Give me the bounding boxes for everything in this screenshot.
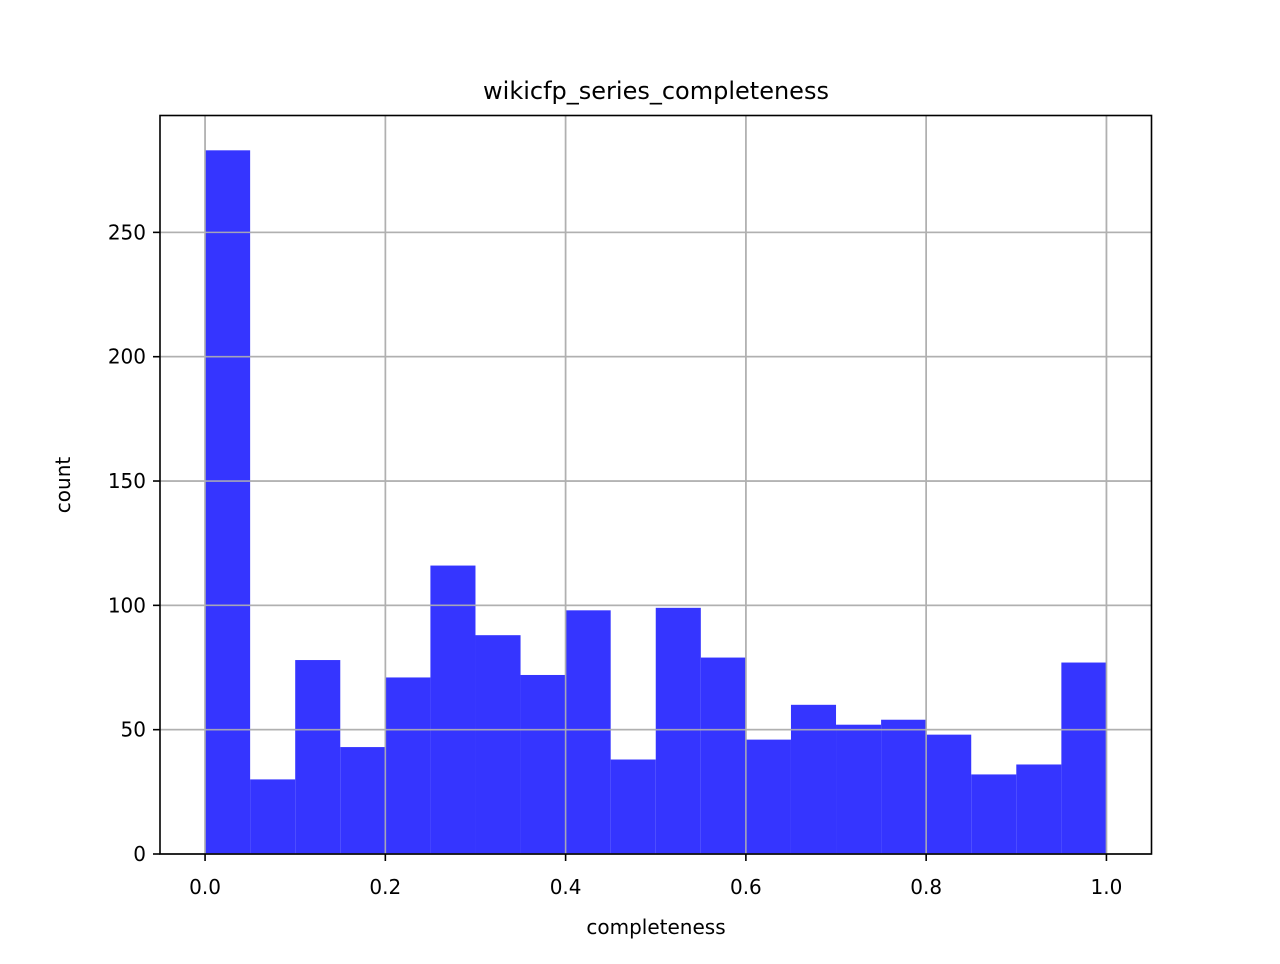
- histogram-bar: [205, 150, 251, 854]
- histogram-bar: [475, 635, 521, 854]
- x-tick-label: 1.0: [1091, 875, 1123, 899]
- histogram-bar: [745, 739, 791, 854]
- histogram-bar: [790, 704, 837, 854]
- x-tick-label: 0.6: [730, 875, 762, 899]
- histogram-bar: [385, 677, 431, 854]
- histogram-bar: [655, 607, 701, 854]
- histogram-bar: [1016, 764, 1062, 854]
- x-axis-label: completeness: [586, 915, 725, 939]
- histogram-bar: [971, 774, 1017, 854]
- chart-title: wikicfp_series_completeness: [483, 77, 829, 105]
- x-tick-label: 0.0: [189, 875, 221, 899]
- histogram-bar: [295, 660, 341, 854]
- y-tick-label: 250: [108, 220, 146, 244]
- histogram-bar: [1061, 662, 1107, 854]
- histogram-bar: [520, 674, 566, 854]
- histogram-bar: [430, 565, 476, 854]
- histogram-bars: [160, 115, 1152, 855]
- histogram-bar: [926, 734, 972, 854]
- y-axis-label: count: [51, 457, 75, 514]
- x-tick-label: 0.8: [910, 875, 942, 899]
- y-tick-label: 150: [108, 469, 146, 493]
- x-tick-label: 0.4: [550, 875, 582, 899]
- histogram-bar: [565, 610, 611, 854]
- y-tick-label: 100: [108, 593, 146, 617]
- histogram-bar: [836, 724, 882, 854]
- histogram-bar: [340, 747, 386, 854]
- histogram-bar: [881, 719, 927, 854]
- x-axis-ticks: 0.0 0.2 0.4 0.6 0.8 1.0: [189, 854, 1122, 899]
- histogram-bar: [610, 759, 656, 854]
- histogram-bar: [700, 657, 746, 854]
- plot-frame: [159, 114, 1153, 855]
- y-tick-label: 200: [108, 345, 146, 369]
- histogram-bar: [250, 779, 296, 854]
- y-tick-label: 50: [121, 718, 146, 742]
- x-tick-label: 0.2: [369, 875, 401, 899]
- y-tick-label: 0: [133, 842, 146, 866]
- y-axis-ticks: 0 50 100 150 200 250: [108, 220, 160, 866]
